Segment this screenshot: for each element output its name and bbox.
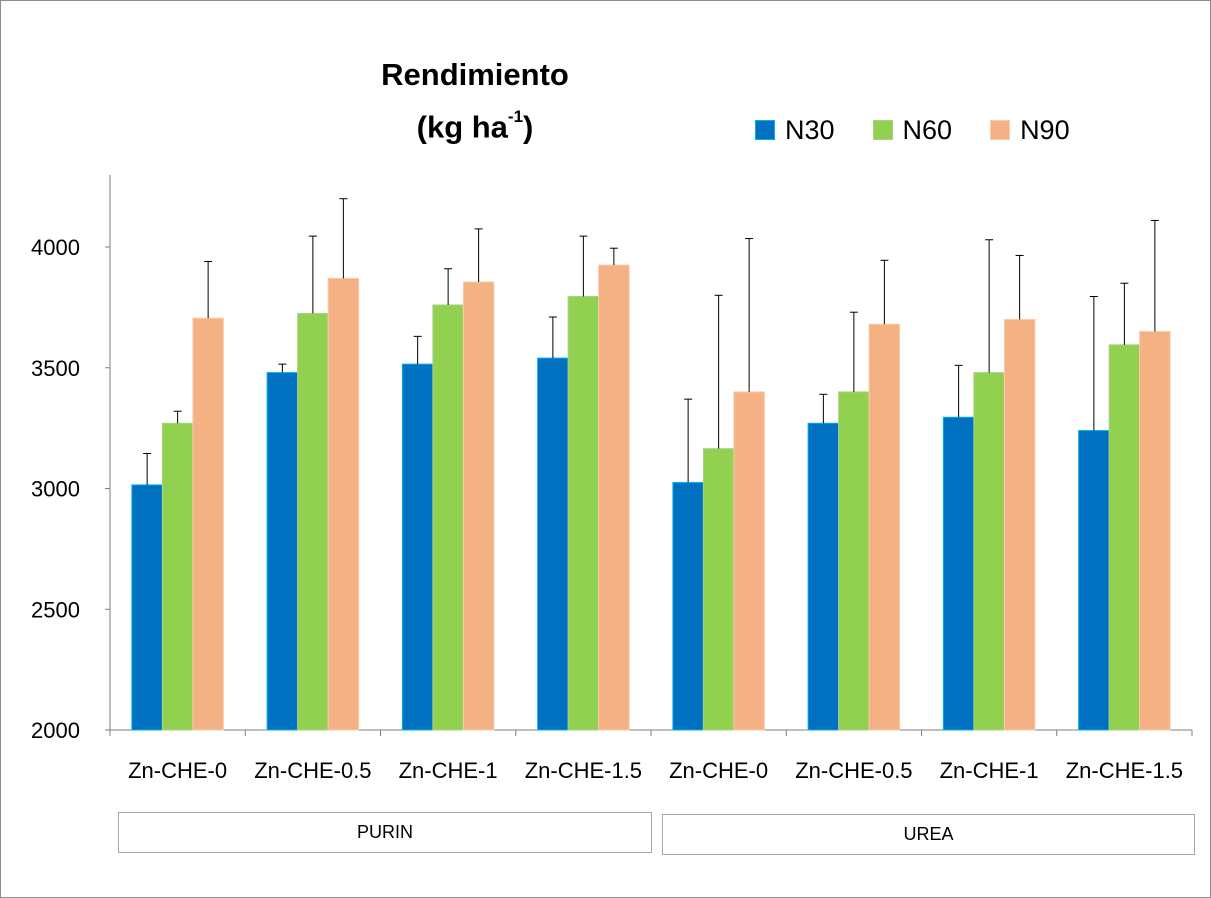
chart-title: Rendimiento (kg ha-1) [300, 52, 650, 150]
legend-swatch-n90 [990, 120, 1011, 140]
legend-item-n60: N60 [872, 114, 953, 146]
bar-n90 [192, 317, 224, 731]
bar-n30 [1078, 430, 1110, 731]
bar-n30 [942, 416, 975, 731]
chart-title-line1: Rendimiento [381, 57, 569, 92]
group-label-purin: PURIN [118, 812, 652, 853]
legend-swatch-n30 [755, 120, 775, 140]
bar-n60 [567, 296, 600, 731]
chart-title-line2: (kg ha-1) [300, 98, 650, 150]
x-tick-label: Zn-CHE-0 [128, 758, 227, 783]
y-tick-label: 3500 [31, 356, 80, 381]
bar-n90 [462, 281, 495, 731]
y-tick-label: 2000 [31, 718, 80, 743]
x-tick-label: Zn-CHE-1.5 [525, 758, 642, 783]
legend-label-n90: N90 [1020, 114, 1070, 145]
y-tick-label: 4000 [31, 235, 80, 260]
bar-n30 [266, 372, 299, 731]
y-tick-label: 2500 [31, 597, 80, 622]
bar-n60 [973, 372, 1005, 731]
bar-n60 [432, 304, 464, 731]
bar-n30 [537, 357, 569, 731]
x-tick-label: Zn-CHE-0.5 [795, 758, 912, 783]
title-unit-text: (kg ha [416, 109, 508, 145]
bar-n60 [838, 391, 870, 731]
bar-n90 [327, 277, 360, 731]
bar-n30 [131, 484, 163, 731]
group-label-urea: UREA [662, 814, 1195, 855]
legend-swatch-n60 [872, 120, 893, 140]
legend-label-n30: N30 [785, 114, 835, 145]
title-unit-exponent: -1 [507, 107, 524, 126]
title-unit-close: ) [523, 109, 534, 145]
bar-n30 [672, 481, 704, 731]
chart-legend: N30 N60 N90 [755, 112, 1070, 148]
bar-n30 [401, 363, 434, 731]
legend-item-n30: N30 [755, 115, 835, 146]
x-tick-label: Zn-CHE-1 [940, 758, 1039, 783]
bar-n90 [733, 391, 765, 731]
bar-n60 [161, 422, 194, 731]
legend-item-n90: N90 [990, 115, 1070, 146]
bar-n90 [868, 323, 901, 731]
legend-label-n60: N60 [902, 114, 953, 145]
bar-n90 [1139, 331, 1171, 731]
x-tick-label: Zn-CHE-1 [399, 758, 498, 783]
x-tick-label: Zn-CHE-0.5 [254, 758, 371, 783]
y-tick-label: 3000 [31, 477, 80, 502]
x-tick-label: Zn-CHE-1.5 [1066, 758, 1183, 783]
x-tick-label: Zn-CHE-0 [669, 758, 768, 783]
bar-n30 [807, 422, 840, 731]
bar-n90 [598, 264, 630, 731]
bar-n60 [1108, 344, 1141, 731]
bar-n60 [297, 312, 329, 731]
bar-n60 [702, 448, 735, 731]
bar-n90 [1003, 318, 1036, 731]
